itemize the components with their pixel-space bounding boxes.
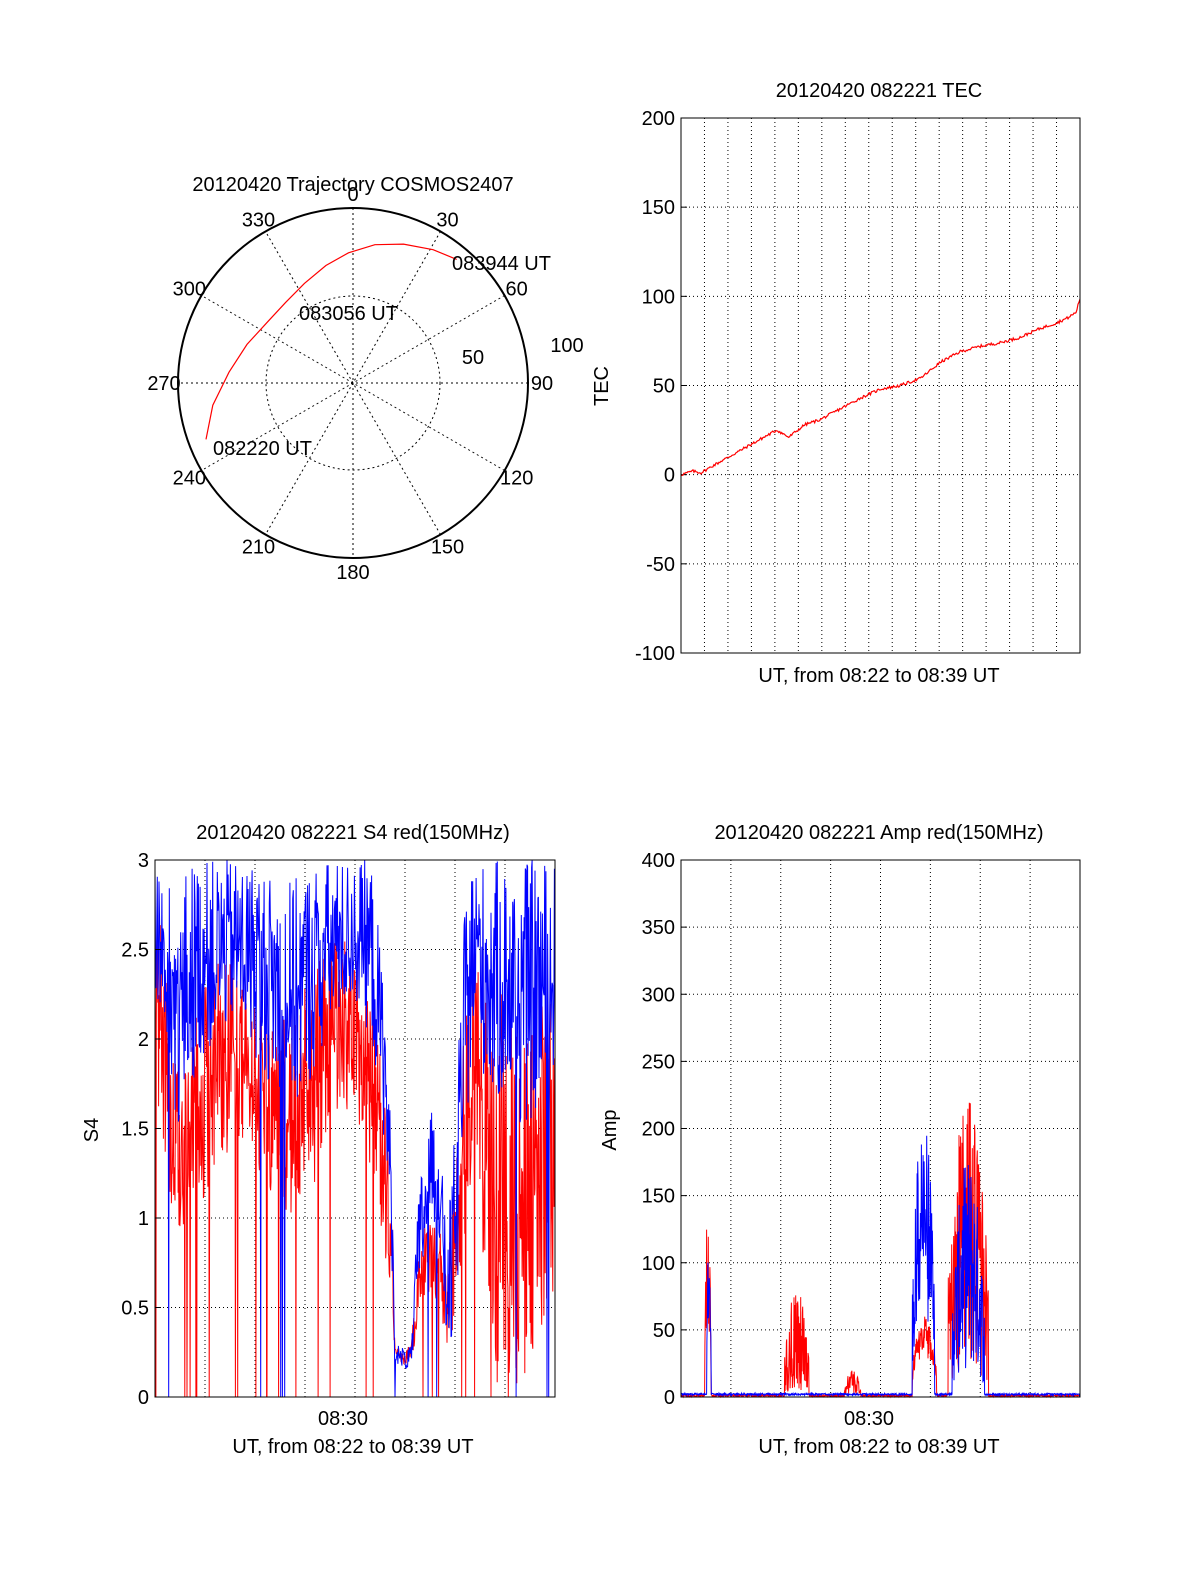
y-tick-label: -50 <box>646 554 675 576</box>
trajectory-polar-chart: 20120420 Trajectory COSMOS2407 0 30 60 90 12… <box>147 174 583 584</box>
polar-angle-tick-label: 270 <box>147 373 180 395</box>
s4-title: 20120420 082221 S4 red(150MHz) <box>196 822 510 844</box>
y-tick-label: -100 <box>635 643 675 665</box>
polar-angle-tick-label: 150 <box>431 537 464 559</box>
s4-xlabel: UT, from 08:22 to 08:39 UT <box>232 1436 473 1458</box>
s4-red-series <box>154 900 556 1398</box>
amp-y-ticks: 0 50 100 150 200 250 300 350 400 <box>642 850 687 1409</box>
y-tick-label: 300 <box>642 984 675 1006</box>
y-tick-label: 2.5 <box>121 940 149 962</box>
polar-angle-tick-label: 30 <box>436 209 458 231</box>
y-tick-label: 200 <box>642 1119 675 1141</box>
y-tick-label: 3 <box>138 850 149 872</box>
s4-xtick-label: 08:30 <box>318 1408 368 1430</box>
s4-blue-series <box>154 860 556 1398</box>
y-tick-label: 1.5 <box>121 1119 149 1141</box>
polar-angle-tick-label: 180 <box>336 562 369 584</box>
y-tick-label: 0 <box>664 465 675 487</box>
polar-title: 20120420 Trajectory COSMOS2407 <box>192 174 513 196</box>
amp-xlabel: UT, from 08:22 to 08:39 UT <box>758 1436 999 1458</box>
polar-radial-label-50: 50 <box>462 347 484 369</box>
tec-plot-frame <box>680 117 1081 654</box>
amp-plot-frame <box>680 859 1081 1398</box>
polar-angle-tick-label: 210 <box>242 537 275 559</box>
s4-chart: 20120420 082221 S4 red(150MHz) 0 0.5 1 1.5 2… <box>81 822 556 1458</box>
amp-grid <box>681 860 1080 1397</box>
tec-chart: 20120420 082221 TEC -100-50050100150200 … <box>591 80 1081 687</box>
polar-angle-labels: 0 30 60 90 120 150 180 210 240 270 300 330 <box>147 184 553 584</box>
y-tick-label: 0 <box>138 1387 149 1409</box>
y-tick-label: 150 <box>642 197 675 219</box>
tec-ylabel: TEC <box>591 366 613 406</box>
y-tick-label: 1 <box>138 1208 149 1230</box>
amp-xtick-label: 08:30 <box>844 1408 894 1430</box>
polar-spokes <box>178 208 528 558</box>
y-tick-label: 0 <box>664 1387 675 1409</box>
trajectory-mid-label: 083056 UT <box>299 303 398 325</box>
polar-angle-tick-label: 240 <box>173 468 206 490</box>
amp-blue-series <box>680 1135 1081 1398</box>
y-tick-label: 400 <box>642 850 675 872</box>
y-tick-label: 0.5 <box>121 1298 149 1320</box>
y-tick-label: 100 <box>642 286 675 308</box>
y-tick-label: 50 <box>653 376 675 398</box>
trajectory-end-label: 083944 UT <box>452 253 551 275</box>
red-s4-line <box>154 900 556 1398</box>
amp-ylabel: Amp <box>599 1109 621 1150</box>
trajectory-start-label: 082220 UT <box>213 438 312 460</box>
tec-series-line <box>680 298 1081 477</box>
polar-angle-tick-label: 120 <box>500 468 533 490</box>
y-tick-label: 250 <box>642 1051 675 1073</box>
polar-angle-tick-label: 90 <box>531 373 553 395</box>
amp-title: 20120420 082221 Amp red(150MHz) <box>714 822 1043 844</box>
polar-spoke <box>265 231 441 535</box>
blue-amp-line <box>680 1135 1081 1398</box>
tec-y-ticks: -100 -50 0 50 100 150 200 <box>635 108 687 665</box>
blue-s4-line <box>154 860 556 1398</box>
polar-radial-label-100: 100 <box>550 335 583 357</box>
amp-chart: 20120420 082221 Amp red(150MHz) 0 50 100 15… <box>599 822 1081 1458</box>
s4-plot-frame <box>154 859 556 1398</box>
tec-grid <box>681 118 1080 653</box>
polar-angle-tick-label: 60 <box>506 279 528 301</box>
y-tick-label: 2 <box>138 1029 149 1051</box>
y-tick-label: 350 <box>642 917 675 939</box>
tec-title: 20120420 082221 TEC <box>776 80 982 102</box>
polar-angle-tick-label: 300 <box>173 279 206 301</box>
polar-angle-tick-label: 0 <box>347 184 358 206</box>
y-tick-label: 200 <box>642 108 675 130</box>
y-tick-label: 50 <box>653 1320 675 1342</box>
trajectory-line <box>205 243 457 440</box>
polar-angle-tick-label: 330 <box>242 209 275 231</box>
y-tick-label: 150 <box>642 1186 675 1208</box>
y-tick-label: 100 <box>642 1253 675 1275</box>
tec-xlabel: UT, from 08:22 to 08:39 UT <box>758 665 999 687</box>
s4-ylabel: S4 <box>81 1118 103 1142</box>
